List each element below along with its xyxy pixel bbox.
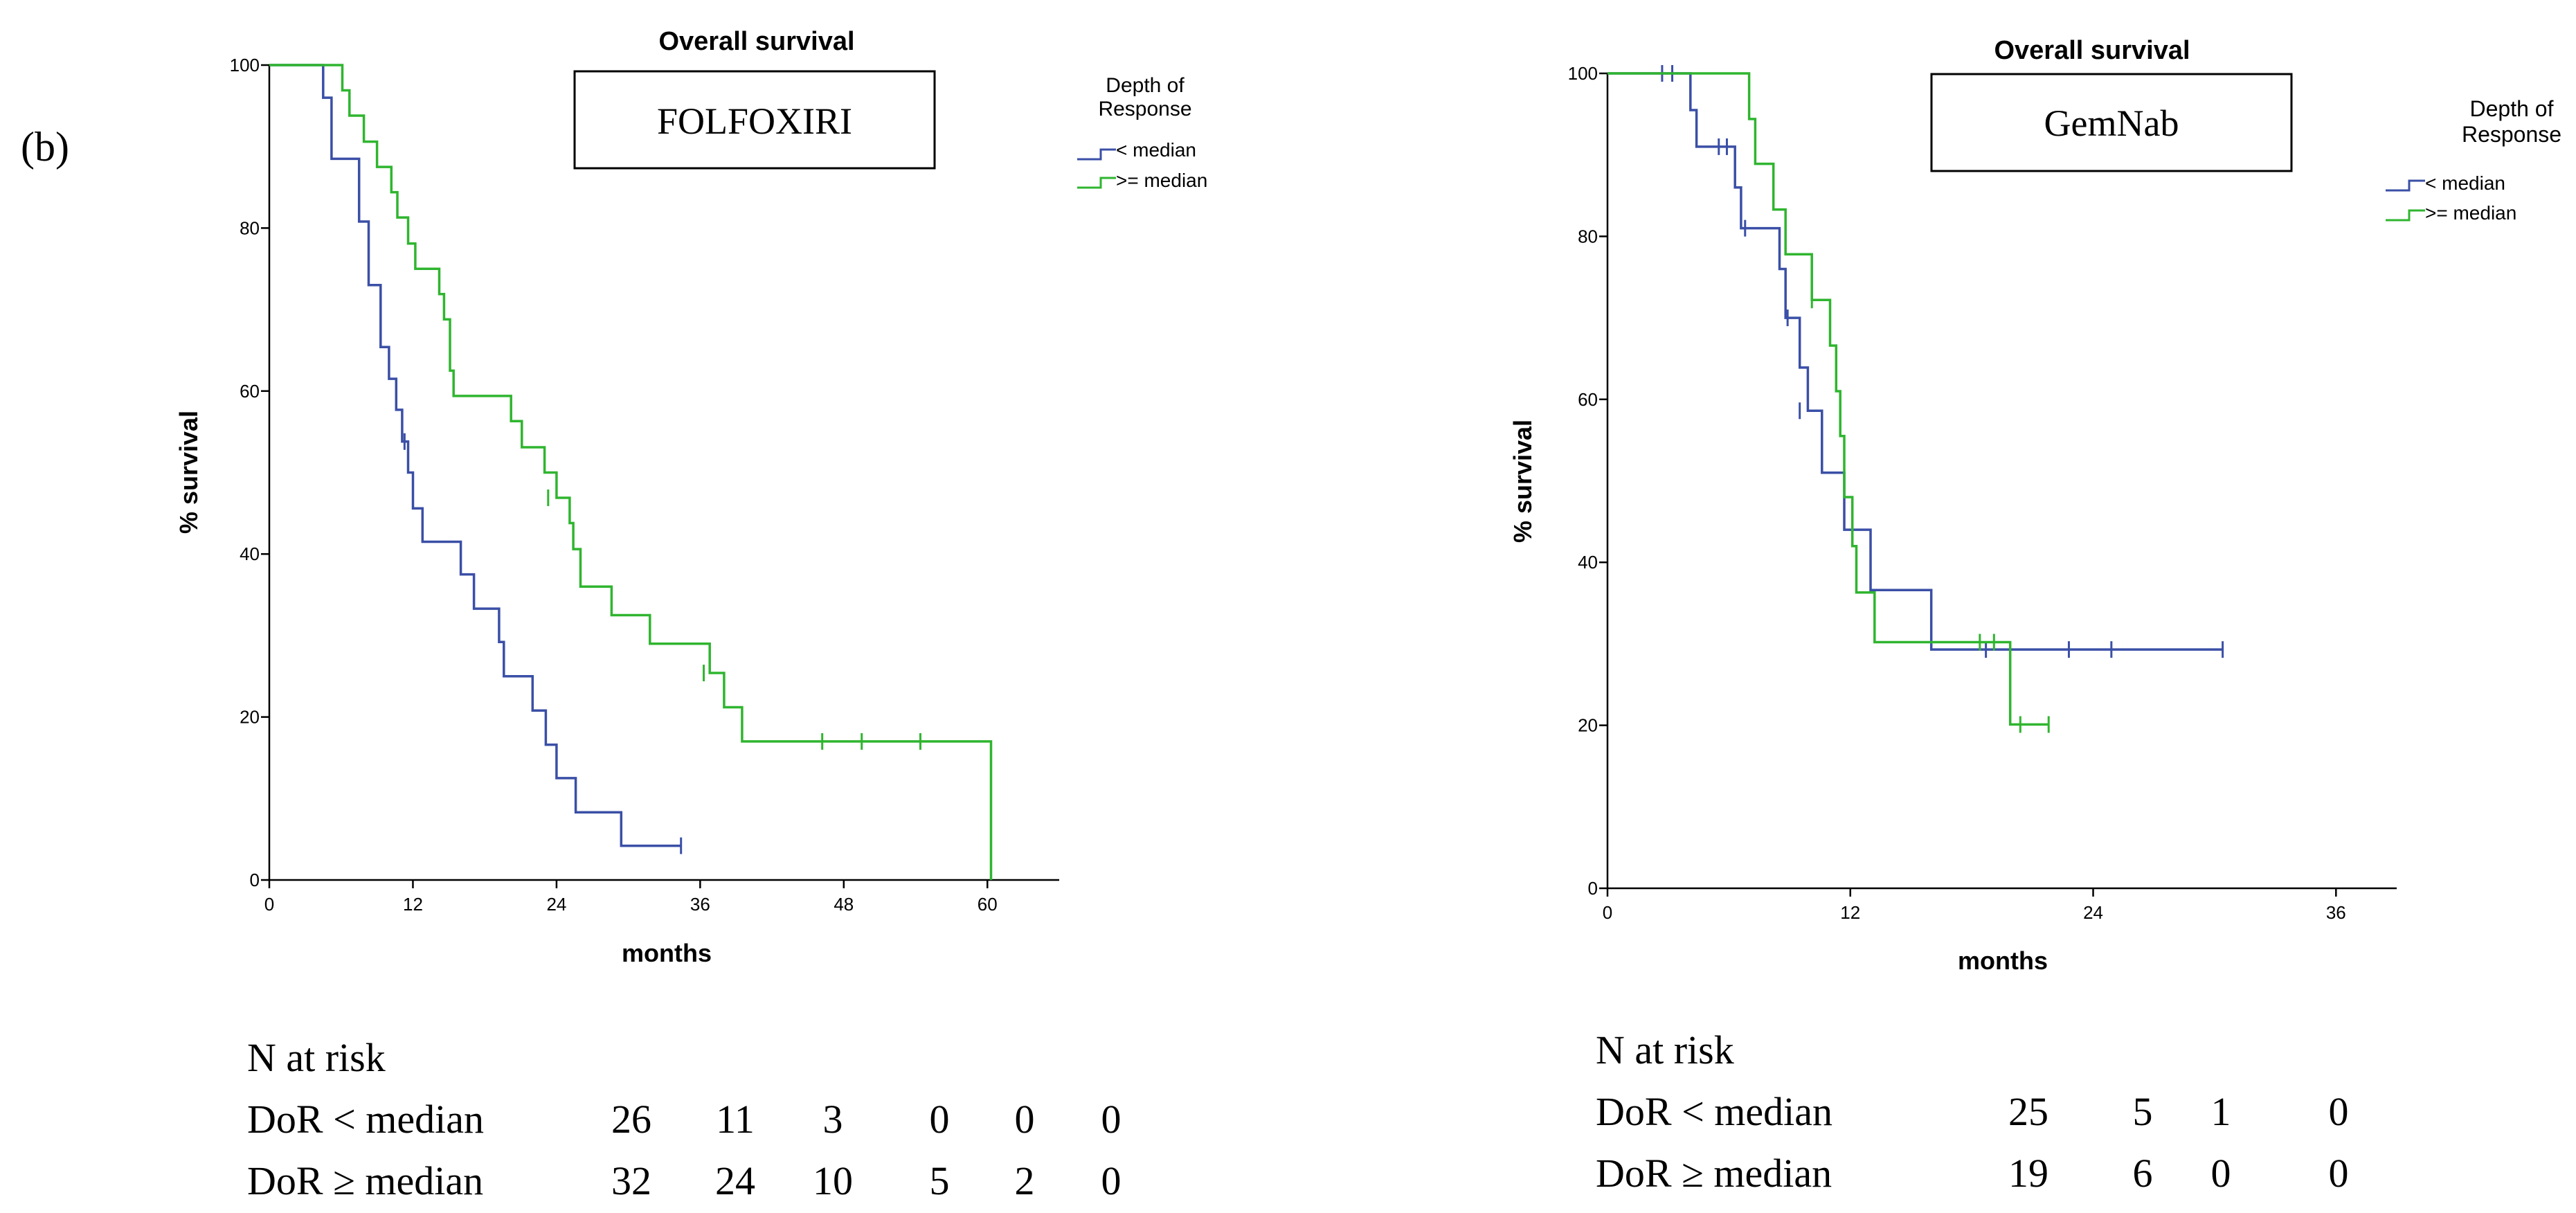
- x-tick-label: 12: [1840, 902, 1860, 923]
- legend: Depth of Response < median >= median: [1077, 74, 1207, 191]
- risk-value: 19: [2008, 1151, 2048, 1196]
- risk-value: 6: [2133, 1151, 2153, 1196]
- x-tick-label: 12: [403, 894, 423, 915]
- risk-value: 0: [2329, 1089, 2349, 1134]
- risk-table: N at risk DoR < median DoR ≥ median 26 11…: [247, 1035, 1122, 1203]
- risk-value: 3: [823, 1097, 843, 1142]
- survival-curve-lt-median: [1607, 72, 2223, 651]
- risk-value: 32: [611, 1158, 651, 1203]
- y-axis-label: % survival: [1508, 420, 1537, 543]
- risk-value: 5: [930, 1158, 950, 1203]
- chart-title: Overall survival: [658, 27, 854, 56]
- chart-box-label: GemNab: [2044, 102, 2179, 144]
- x-tick-label: 0: [264, 894, 274, 915]
- risk-value: 24: [715, 1158, 755, 1203]
- y-tick-label: 80: [240, 217, 260, 238]
- legend-swatch-ge: [2386, 209, 2425, 222]
- y-tick-label: 0: [250, 870, 260, 890]
- legend: Depth of Response < median >= median: [2386, 96, 2561, 224]
- risk-row-label-lt: DoR < median: [247, 1097, 484, 1142]
- risk-value: 1: [2211, 1089, 2231, 1134]
- legend-swatch-lt: [2386, 179, 2425, 192]
- x-tick-label: 0: [1603, 902, 1612, 923]
- survival-curve-lt-median: [269, 64, 681, 847]
- x-tick-label: 36: [690, 894, 710, 915]
- risk-table: N at risk DoR < median DoR ≥ median 25 5 1…: [1596, 1027, 2349, 1196]
- legend-title-line2: Response: [1098, 98, 1191, 120]
- y-tick-label: 100: [1568, 63, 1598, 84]
- x-tick-label: 24: [546, 894, 566, 915]
- legend-label-lt: < median: [2425, 172, 2505, 194]
- risk-value: 0: [1101, 1097, 1122, 1142]
- risk-value: 25: [2008, 1089, 2048, 1134]
- risk-value: 5: [2133, 1089, 2153, 1134]
- chart-gemnab: Overall survival GemNab Depth of Respons…: [1508, 36, 2561, 1196]
- chart-folfoxiri: Overall survival FOLFOXIRI Depth of Resp…: [174, 27, 1207, 1203]
- x-tick-label: 24: [2083, 902, 2103, 923]
- legend-label-ge: >= median: [1116, 170, 1207, 191]
- y-tick-label: 0: [1588, 878, 1598, 899]
- axes: 0 20 40 60 80 100 0 12 24 36: [1568, 63, 2397, 923]
- survival-curve-ge-median: [269, 64, 993, 880]
- risk-row-label-ge: DoR ≥ median: [247, 1158, 483, 1203]
- x-tick-label: 48: [834, 894, 854, 915]
- y-tick-label: 100: [230, 55, 260, 75]
- risk-value: 0: [2329, 1151, 2349, 1196]
- risk-value: 11: [716, 1097, 755, 1142]
- y-tick-label: 60: [240, 381, 260, 402]
- y-tick-label: 80: [1578, 226, 1598, 246]
- risk-value: 2: [1015, 1158, 1035, 1203]
- x-tick-label: 60: [978, 894, 998, 915]
- risk-row-label-ge: DoR ≥ median: [1596, 1151, 1832, 1196]
- legend-swatch-ge: [1077, 177, 1116, 189]
- legend-label-lt: < median: [1116, 139, 1196, 161]
- x-tick-label: 36: [2326, 902, 2346, 923]
- legend-swatch-lt: [1077, 148, 1116, 161]
- y-tick-label: 40: [240, 543, 260, 564]
- risk-value: 0: [1015, 1097, 1035, 1142]
- legend-title-line2: Response: [2462, 122, 2561, 147]
- risk-value: 0: [2211, 1151, 2231, 1196]
- legend-title-line1: Depth of: [1106, 74, 1185, 97]
- legend-label-ge: >= median: [2425, 202, 2516, 224]
- y-tick-label: 20: [1578, 715, 1598, 736]
- legend-title-line1: Depth of: [2470, 96, 2554, 121]
- risk-value: 26: [611, 1097, 651, 1142]
- risk-table-header: N at risk: [1596, 1027, 1734, 1072]
- chart-box-label: FOLFOXIRI: [657, 100, 852, 142]
- x-axis-label: months: [622, 939, 712, 967]
- risk-value: 0: [1101, 1158, 1122, 1203]
- y-axis-label: % survival: [174, 411, 203, 534]
- chart-box-label-frame: [573, 70, 936, 170]
- panel-label: (b): [21, 124, 69, 170]
- chart-box-label-frame: [1930, 73, 2293, 172]
- risk-value: 0: [930, 1097, 950, 1142]
- y-tick-label: 60: [1578, 389, 1598, 410]
- axes: 0 20 40 60 80 100 0 12 24 36 48 60: [230, 55, 1059, 915]
- risk-value: 10: [813, 1158, 853, 1203]
- y-tick-label: 20: [240, 707, 260, 728]
- risk-table-header: N at risk: [247, 1035, 386, 1080]
- survival-curve-ge-median: [1607, 72, 2049, 726]
- risk-row-label-lt: DoR < median: [1596, 1089, 1832, 1134]
- x-axis-label: months: [1958, 946, 2048, 975]
- chart-title: Overall survival: [1994, 36, 2190, 65]
- y-tick-label: 40: [1578, 552, 1598, 573]
